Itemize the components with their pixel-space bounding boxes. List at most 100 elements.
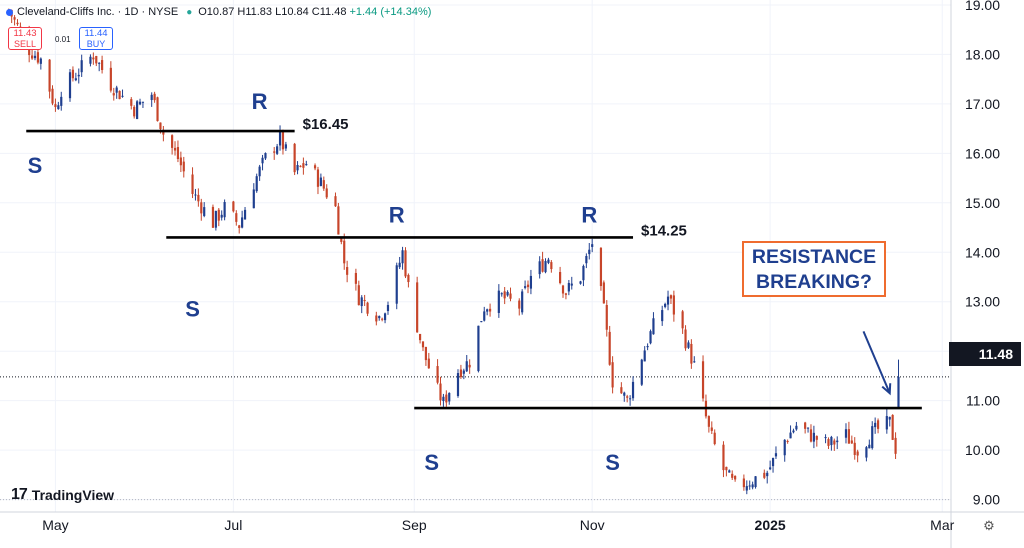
candle-body xyxy=(876,420,880,429)
candle-body xyxy=(92,57,95,60)
market-status-icon: ● xyxy=(186,6,193,18)
candle-body xyxy=(462,370,465,374)
candle-body xyxy=(567,282,570,292)
candle-body xyxy=(150,94,153,101)
candle-body xyxy=(582,265,585,281)
candle-body xyxy=(894,437,897,454)
candle-body xyxy=(281,130,285,150)
candle-body xyxy=(404,250,407,277)
candle-body xyxy=(509,293,512,299)
candle-body xyxy=(159,122,162,130)
candle-body xyxy=(874,422,877,428)
candle-body xyxy=(742,478,745,488)
candle-body xyxy=(827,439,830,446)
candle-body xyxy=(57,105,60,110)
callout-line-2: BREAKING? xyxy=(756,271,872,293)
candle-body xyxy=(620,387,623,394)
ohlc-values: O10.87 H11.83 L10.84 C11.48 xyxy=(198,6,347,18)
candle-body xyxy=(623,392,626,396)
candle-body xyxy=(39,58,42,64)
candle-body xyxy=(284,144,287,149)
candle-body xyxy=(661,310,664,322)
candle-body xyxy=(844,429,848,438)
candle-body xyxy=(850,440,853,444)
candle-body xyxy=(766,472,769,477)
x-tick-label: May xyxy=(42,517,68,533)
y-tick-label: 9.00 xyxy=(973,492,1000,508)
candle-body xyxy=(707,416,710,427)
candle-body xyxy=(211,206,215,228)
settings-icon[interactable]: ⚙ xyxy=(983,518,995,533)
candle-body xyxy=(564,293,568,295)
candle-body xyxy=(856,451,859,456)
candle-body xyxy=(395,265,398,304)
callout-arrow xyxy=(862,331,891,394)
candle-body xyxy=(439,383,442,401)
x-tick-label: Jul xyxy=(224,517,242,533)
candle-body xyxy=(112,93,115,96)
candle-body xyxy=(171,135,174,148)
candle-body xyxy=(483,311,486,321)
candle-body xyxy=(340,237,343,242)
buy-button[interactable]: 11.44 BUY xyxy=(79,27,113,50)
candle-body xyxy=(731,473,734,478)
candle-body xyxy=(141,101,145,103)
candle-body xyxy=(296,165,299,171)
candle-body xyxy=(459,369,463,378)
y-tick-label: 17.00 xyxy=(965,96,1000,112)
candle-body xyxy=(480,321,483,323)
candle-body xyxy=(313,165,317,169)
candle-body xyxy=(897,376,900,408)
candle-body xyxy=(771,458,775,467)
y-tick-label: 16.00 xyxy=(965,145,1000,161)
candle-body xyxy=(194,194,197,196)
candle-body xyxy=(529,275,533,289)
candle-body xyxy=(885,416,888,430)
candle-body xyxy=(448,392,451,402)
candle-body xyxy=(74,78,77,81)
candle-body xyxy=(153,93,156,101)
candle-body xyxy=(745,486,748,491)
candle-body xyxy=(865,447,868,458)
candle-body xyxy=(89,56,92,64)
candle-body xyxy=(95,55,98,64)
candle-body xyxy=(217,209,220,221)
candle-body xyxy=(60,96,63,106)
sell-button[interactable]: 11.43 SELL xyxy=(8,27,42,50)
candle-body xyxy=(200,202,203,214)
candle-body xyxy=(407,274,410,283)
candle-body xyxy=(836,440,839,443)
candle-body xyxy=(477,325,480,372)
y-tick-label: 18.00 xyxy=(965,46,1000,62)
candle-body xyxy=(500,293,503,295)
spread-value: 0.01 xyxy=(55,35,71,44)
candle-body xyxy=(442,396,445,402)
candle-body xyxy=(891,414,894,440)
candle-body xyxy=(809,429,813,442)
tradingview-logo[interactable]: 17 TradingView xyxy=(11,486,114,504)
annotation-s: S xyxy=(605,450,620,475)
candle-body xyxy=(833,440,836,445)
candle-body xyxy=(416,282,419,333)
candle-body xyxy=(769,467,772,470)
resistance-callout: RESISTANCE BREAKING? xyxy=(742,241,886,297)
chart-header: Cleveland-Cliffs Inc. · 1D · NYSE ● O10.… xyxy=(4,4,431,20)
candle-body xyxy=(13,17,16,20)
candle-body xyxy=(585,255,588,264)
candle-body xyxy=(599,247,603,287)
symbol-title[interactable]: Cleveland-Cliffs Inc. · 1D · NYSE xyxy=(17,6,179,18)
candle-body xyxy=(687,342,690,348)
candle-body xyxy=(666,296,670,305)
candle-body xyxy=(559,271,562,284)
candle-body xyxy=(693,361,696,363)
candle-body xyxy=(824,437,827,439)
x-tick-label: Sep xyxy=(402,517,427,533)
candle-body xyxy=(751,484,754,488)
candle-body xyxy=(629,398,632,400)
candle-body xyxy=(264,153,267,159)
candle-body xyxy=(346,267,349,275)
candle-body xyxy=(325,188,328,198)
annotation-s: S xyxy=(424,450,439,475)
candle-body xyxy=(541,259,544,272)
